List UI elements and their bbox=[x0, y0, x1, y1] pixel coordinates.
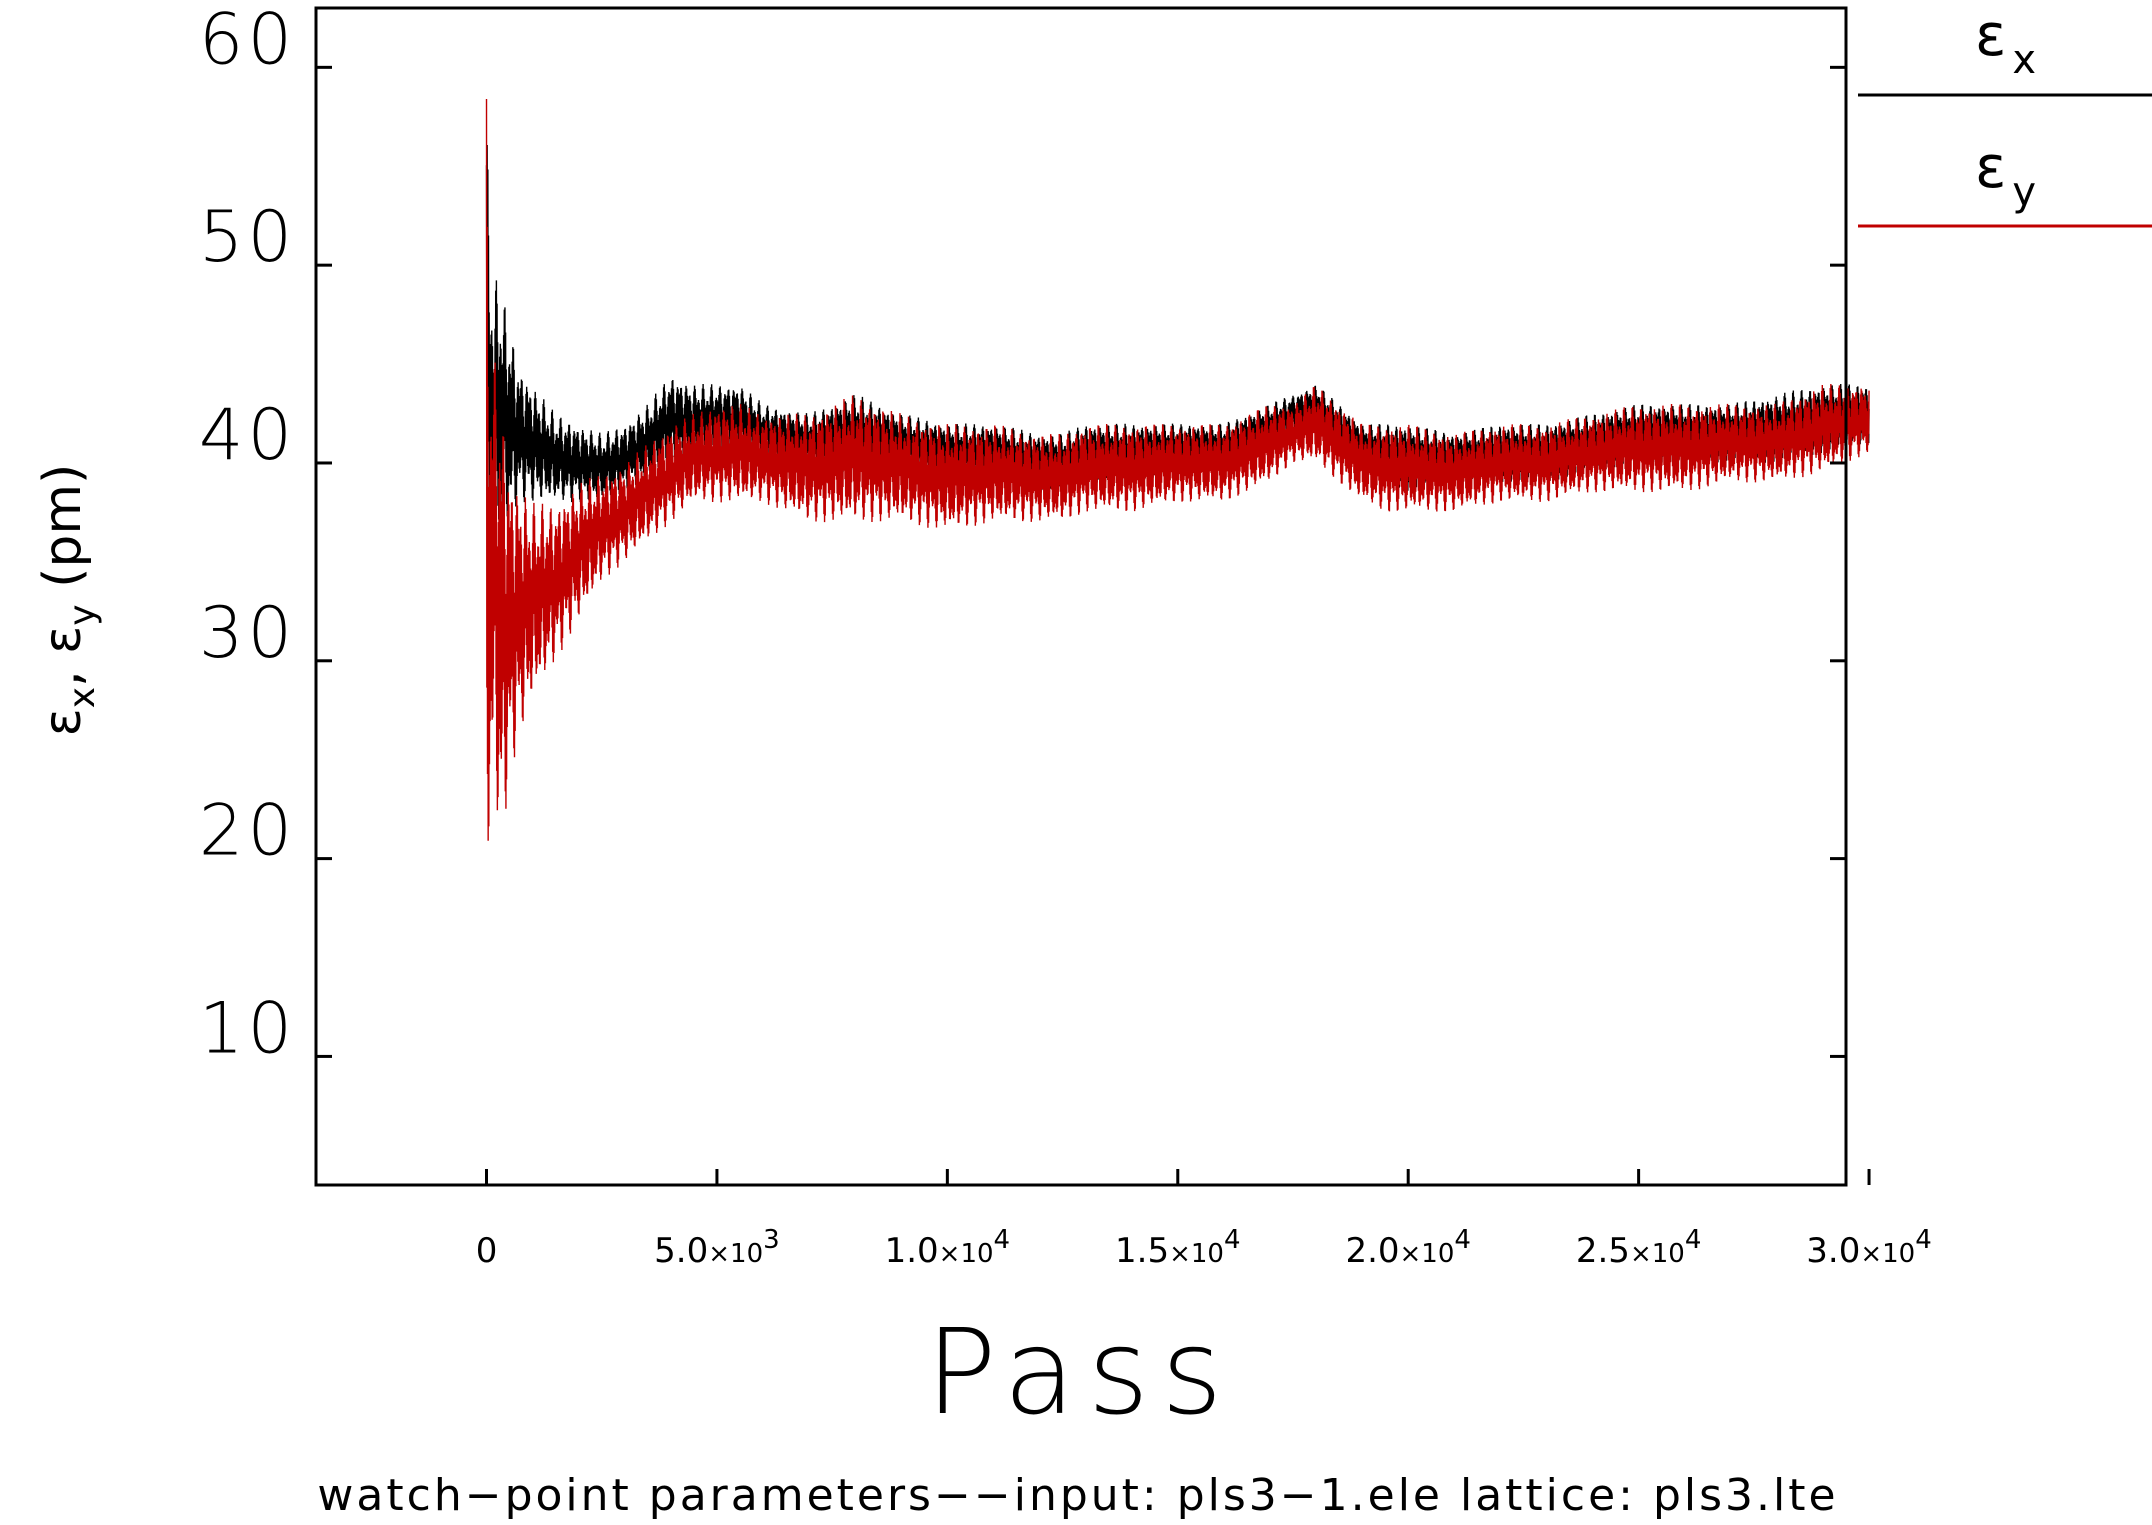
y-axis-label-eps-y: ε bbox=[33, 626, 93, 654]
series-layer bbox=[485, 98, 1870, 841]
series-line-ey bbox=[485, 98, 1870, 841]
plot-frame bbox=[314, 6, 1848, 1187]
legend-sub-ey: y bbox=[2012, 169, 2036, 215]
y-axis: 10 20 30 40 50 60 bbox=[199, 0, 1846, 1069]
legend-symbol-ey: ε bbox=[1975, 133, 2006, 201]
x-tick-label-6: 3.0×104 bbox=[1806, 1225, 1932, 1271]
y-tick-label-50: 50 bbox=[199, 196, 296, 278]
y-axis-label-eps-x: ε bbox=[33, 708, 93, 736]
legend-symbol-ex: ε bbox=[1975, 1, 2006, 69]
y-tick-label-20: 20 bbox=[199, 790, 296, 872]
x-tick-label-2: 1.0×104 bbox=[885, 1225, 1011, 1271]
x-tick-label-0: 0 bbox=[476, 1231, 498, 1271]
footer-caption: watch−point parameters−−input: pls3−1.el… bbox=[317, 1470, 1838, 1521]
y-tick-label-30: 30 bbox=[199, 592, 296, 674]
series-line-ex bbox=[485, 145, 1870, 541]
x-tick-label-4: 2.0×104 bbox=[1345, 1225, 1471, 1271]
x-axis-label: Pass bbox=[925, 1303, 1234, 1441]
y-tick-label-10: 10 bbox=[199, 987, 296, 1069]
y-axis-label-sub-y: y bbox=[62, 604, 103, 625]
y-axis-label-unit: (pm) bbox=[33, 464, 93, 605]
y-axis-label: εx, εy (pm) bbox=[33, 464, 103, 737]
legend-sub-ex: x bbox=[2012, 37, 2036, 83]
y-axis-label-sep: , bbox=[33, 654, 93, 687]
x-tick-label-1: 5.0×103 bbox=[654, 1225, 780, 1271]
x-tick-label-3: 1.5×104 bbox=[1115, 1225, 1241, 1271]
x-tick-label-5: 2.5×104 bbox=[1576, 1225, 1702, 1271]
x-axis: 0 5.0×103 1.0×104 1.5×104 2.0×104 2.5×104 3.0×… bbox=[476, 1169, 1932, 1271]
y-tick-label-40: 40 bbox=[199, 394, 296, 476]
y-tick-label-60: 60 bbox=[199, 0, 296, 80]
y-axis-label-sub-x: x bbox=[62, 687, 103, 708]
